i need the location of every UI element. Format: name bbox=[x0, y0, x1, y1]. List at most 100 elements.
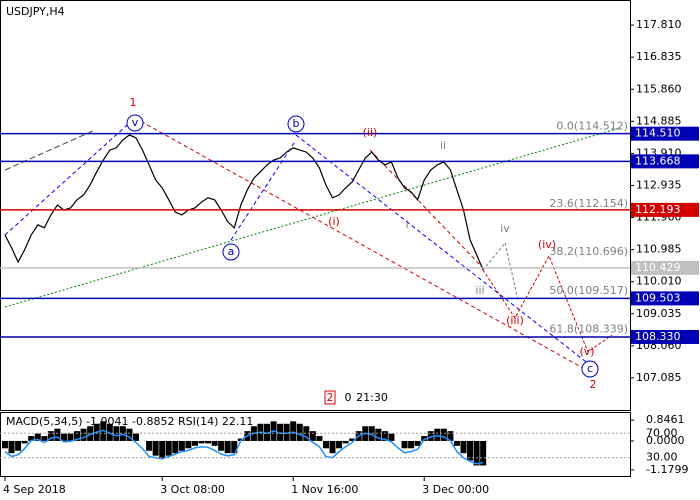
macd-bar bbox=[264, 423, 270, 441]
wave-label: i bbox=[405, 218, 408, 231]
macd-bar bbox=[34, 433, 41, 441]
wave-label: (i) bbox=[328, 215, 340, 228]
trend-line bbox=[369, 149, 484, 269]
macd-bar bbox=[60, 433, 67, 441]
macd-bar bbox=[381, 431, 388, 441]
y-tick-label: 110.985 bbox=[636, 243, 682, 256]
status-text: 0 bbox=[345, 391, 352, 404]
wave-label: c bbox=[587, 362, 593, 375]
level-label: 114.510 bbox=[635, 127, 681, 140]
macd-bar bbox=[133, 433, 139, 441]
macd-bar bbox=[453, 440, 460, 446]
macd-bar bbox=[126, 428, 133, 441]
wave-label: 1 bbox=[130, 96, 137, 109]
macd-bar bbox=[165, 440, 172, 456]
macd-bar bbox=[303, 426, 310, 441]
trend-line bbox=[295, 134, 591, 366]
macd-bar bbox=[375, 428, 382, 441]
wave-label: v bbox=[132, 116, 139, 129]
level-label-box bbox=[631, 329, 699, 344]
macd-bar bbox=[8, 440, 15, 454]
macd-bar bbox=[329, 440, 336, 454]
level-label-box bbox=[631, 202, 699, 217]
macd-bar bbox=[427, 431, 434, 441]
level-label: 113.668 bbox=[635, 154, 681, 167]
macd-bar bbox=[198, 440, 205, 444]
macd-bar bbox=[277, 423, 284, 441]
macd-bar bbox=[434, 428, 441, 441]
fib-label: 38.2(110.696) bbox=[549, 245, 628, 258]
macd-bar bbox=[47, 431, 54, 441]
wave-label: 2 bbox=[590, 378, 597, 391]
macd-tick-label: 0.8461 bbox=[646, 413, 685, 426]
macd-bar bbox=[100, 421, 107, 441]
macd-bar bbox=[349, 438, 356, 441]
wave-circle bbox=[222, 243, 240, 261]
trend-line bbox=[4, 129, 96, 171]
trend-line bbox=[4, 117, 136, 236]
macd-bar bbox=[21, 440, 28, 444]
y-tick-label: 114.885 bbox=[636, 114, 682, 127]
macd-bar bbox=[172, 440, 179, 454]
macd-bar bbox=[15, 440, 22, 451]
wave-label: a bbox=[228, 245, 235, 258]
macd-bar bbox=[421, 436, 428, 441]
y-tick-label: 115.860 bbox=[636, 82, 682, 95]
wave-circle bbox=[126, 114, 144, 132]
price-line bbox=[4, 134, 484, 271]
macd-bar bbox=[473, 440, 480, 466]
y-tick-label: 110.010 bbox=[636, 275, 682, 288]
y-tick-label: 109.035 bbox=[636, 307, 682, 320]
wave-label: (iii) bbox=[506, 314, 524, 327]
macd-bar bbox=[2, 440, 8, 449]
macd-bar bbox=[106, 423, 113, 441]
indicator-label: MACD(5,34,5) -1.0041 -0.8852 RSI(14) 22.… bbox=[6, 415, 253, 428]
x-tick-label: 1 Nov 16:00 bbox=[291, 483, 358, 496]
macd-bar bbox=[290, 421, 297, 441]
wave-circle bbox=[287, 115, 305, 133]
macd-bar bbox=[224, 440, 231, 454]
macd-bar bbox=[205, 440, 212, 444]
macd-bar bbox=[322, 440, 329, 449]
macd-bar bbox=[152, 440, 159, 456]
trend-line bbox=[134, 117, 591, 373]
fib-label: 23.6(112.154) bbox=[549, 197, 628, 210]
fib-label: 0.0(114.512) bbox=[556, 120, 628, 133]
macd-bar bbox=[146, 440, 153, 451]
level-label: 112.193 bbox=[635, 203, 681, 216]
macd-bar bbox=[401, 440, 408, 449]
wave-label: iv bbox=[500, 222, 510, 235]
macd-tick-label: -1.1799 bbox=[646, 463, 688, 476]
macd-bar bbox=[191, 440, 198, 446]
macd-bar bbox=[283, 423, 290, 441]
macd-bar bbox=[159, 440, 166, 459]
main-frame bbox=[0, 0, 631, 411]
macd-bar bbox=[440, 428, 447, 441]
level-label: 109.503 bbox=[635, 291, 681, 304]
status-box bbox=[324, 390, 336, 405]
macd-bar bbox=[67, 433, 74, 441]
status-text: 21:30 bbox=[356, 391, 388, 404]
macd-bar bbox=[80, 428, 87, 441]
trend-lines bbox=[4, 117, 621, 373]
macd-bar bbox=[316, 436, 323, 441]
y-tick-label: 117.810 bbox=[636, 18, 682, 31]
macd-bar bbox=[28, 436, 35, 441]
indicator-frame bbox=[0, 412, 631, 477]
rsi-line bbox=[4, 429, 484, 465]
macd-bar bbox=[336, 440, 343, 449]
rsi-tick-label: 30.00 bbox=[646, 451, 678, 464]
wave-label: (v) bbox=[579, 345, 594, 358]
forecast-line bbox=[482, 254, 613, 353]
macd-bar bbox=[41, 436, 48, 441]
macd-bar bbox=[54, 428, 61, 441]
level-label-box bbox=[631, 291, 699, 306]
status-text: 2 bbox=[327, 391, 334, 404]
rsi-tick-label: 70.00 bbox=[646, 426, 678, 439]
macd-bar bbox=[447, 431, 454, 441]
macd-bar bbox=[408, 440, 415, 449]
macd-bar bbox=[218, 440, 225, 451]
y-tick-label: 116.835 bbox=[636, 50, 682, 63]
